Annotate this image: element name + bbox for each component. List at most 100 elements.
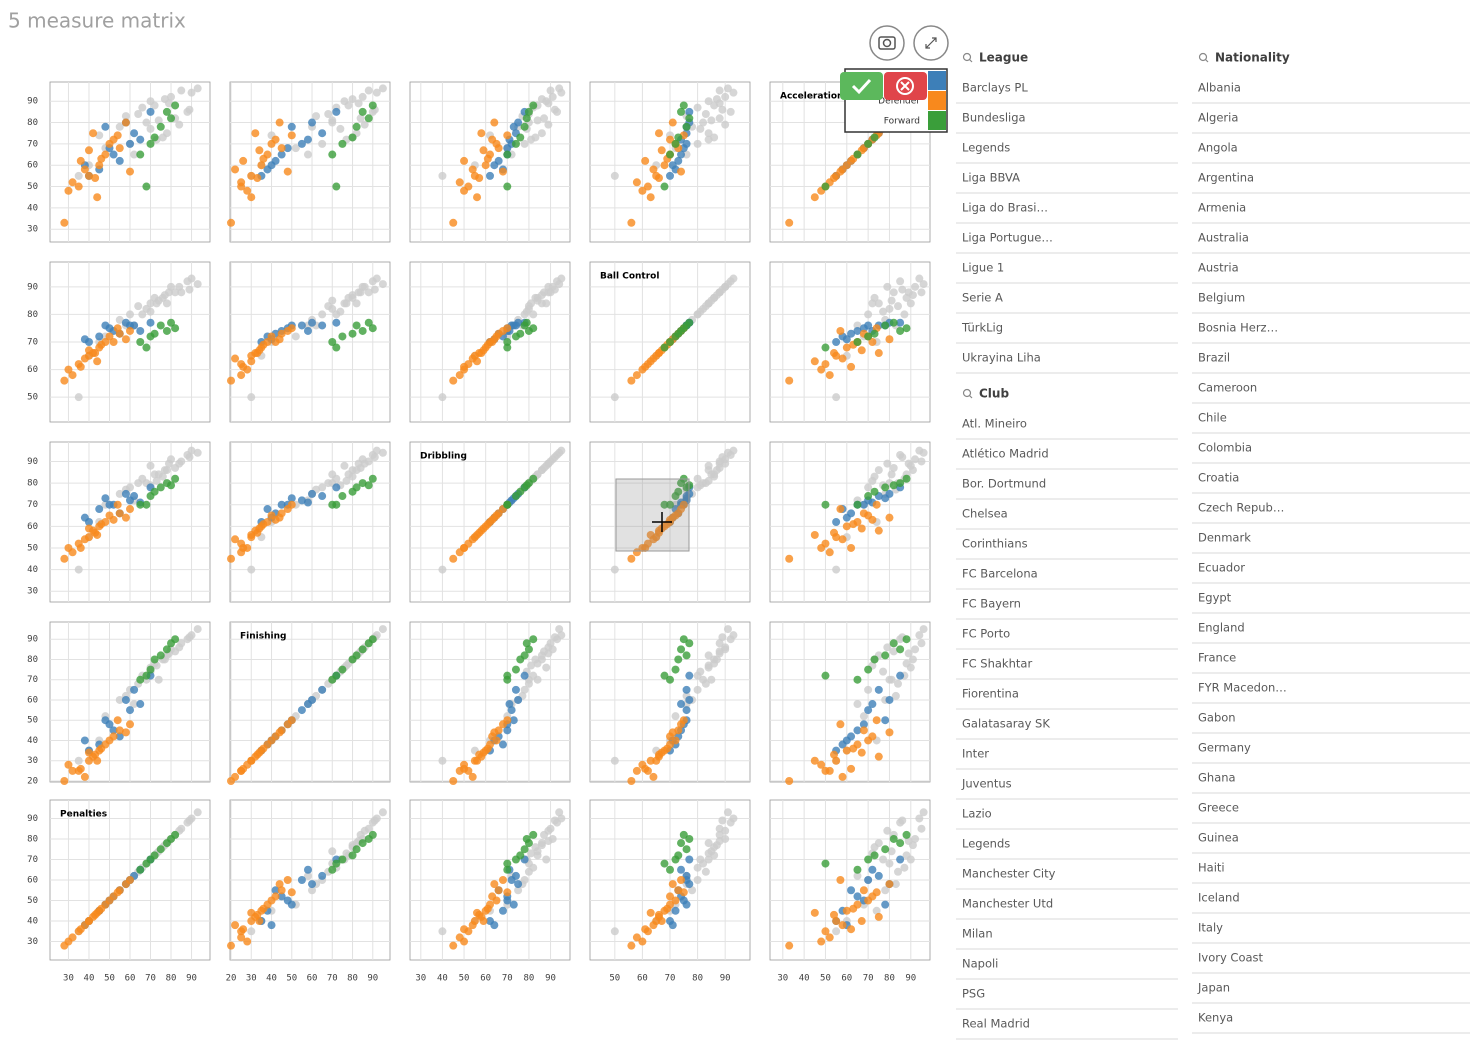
- filter-item[interactable]: Legends: [962, 141, 1010, 155]
- y-tick-label: 80: [27, 310, 38, 320]
- data-point: [902, 324, 911, 333]
- filter-item[interactable]: Greece: [1198, 801, 1239, 815]
- filter-item[interactable]: Ecuador: [1198, 561, 1245, 575]
- filter-item[interactable]: Inter: [962, 747, 989, 761]
- filter-item[interactable]: Bundesliga: [962, 111, 1026, 125]
- data-point: [879, 855, 888, 864]
- filter-item[interactable]: Croatia: [1198, 471, 1239, 485]
- filter-item[interactable]: TürkLig: [961, 321, 1003, 335]
- filter-item[interactable]: FC Shakhtar: [962, 657, 1032, 671]
- filter-item[interactable]: Denmark: [1198, 531, 1251, 545]
- filter-item[interactable]: Liga BBVA: [962, 171, 1020, 185]
- filter-item[interactable]: Bosnia Herz…: [1198, 321, 1278, 335]
- selection-box[interactable]: [615, 478, 690, 552]
- filter-item[interactable]: Colombia: [1198, 441, 1252, 455]
- filter-item[interactable]: Galatasaray SK: [962, 717, 1050, 731]
- data-point: [531, 655, 540, 664]
- filter-item[interactable]: FC Bayern: [962, 597, 1021, 611]
- data-point: [231, 165, 240, 174]
- filter-pane[interactable]: League Barclays PL Bundesliga Legends Liga B…: [956, 51, 1178, 374]
- filter-item[interactable]: Armenia: [1198, 201, 1246, 215]
- expand-button[interactable]: [913, 25, 949, 61]
- filter-item[interactable]: Legends: [962, 837, 1010, 851]
- filter-item[interactable]: Argentina: [1198, 171, 1254, 185]
- data-point: [904, 837, 913, 846]
- data-point: [146, 461, 155, 470]
- data-point: [832, 565, 841, 574]
- filter-item[interactable]: FC Barcelona: [962, 567, 1038, 581]
- data-point: [348, 329, 357, 338]
- filter-item[interactable]: Angola: [1198, 141, 1238, 155]
- filter-item[interactable]: France: [1198, 651, 1236, 665]
- filter-item[interactable]: Haiti: [1198, 861, 1225, 875]
- filter-item[interactable]: Japan: [1197, 981, 1230, 995]
- filter-item[interactable]: FYR Macedon…: [1198, 681, 1287, 695]
- data-point: [370, 453, 379, 462]
- filter-item[interactable]: Cameroon: [1198, 381, 1257, 395]
- cancel-selection[interactable]: [884, 72, 927, 100]
- data-point: [354, 459, 363, 468]
- filter-item[interactable]: Lazio: [962, 807, 992, 821]
- filter-item[interactable]: Manchester Utd: [962, 897, 1053, 911]
- filter-item[interactable]: Albania: [1198, 81, 1241, 95]
- scatter-panel: [589, 799, 751, 961]
- filter-item[interactable]: Germany: [1198, 741, 1251, 755]
- data-point: [152, 476, 161, 485]
- confirm-selection[interactable]: [840, 72, 883, 100]
- filter-item[interactable]: Bor. Dortmund: [962, 477, 1046, 491]
- data-point: [685, 880, 694, 889]
- data-point: [847, 329, 856, 338]
- data-point: [109, 515, 118, 524]
- filter-item[interactable]: Belgium: [1198, 291, 1245, 305]
- filter-item[interactable]: Chelsea: [962, 507, 1008, 521]
- filter-pane[interactable]: Club Atl. Mineiro Atlético Madrid Bor. Dort…: [956, 387, 1178, 1040]
- data-point: [481, 161, 490, 170]
- filter-item[interactable]: England: [1198, 621, 1245, 635]
- filter-item[interactable]: Manchester City: [962, 867, 1056, 881]
- filter-item[interactable]: Ivory Coast: [1198, 951, 1264, 965]
- filter-pane[interactable]: Nationality Albania Algeria Angola Argentina…: [1192, 51, 1470, 1034]
- data-point: [660, 671, 669, 680]
- filter-item[interactable]: Serie A: [962, 291, 1003, 305]
- filter-item[interactable]: Guinea: [1198, 831, 1239, 845]
- filter-item[interactable]: Liga Portugue…: [962, 231, 1053, 245]
- filter-item[interactable]: Kenya: [1198, 1011, 1233, 1025]
- filter-item[interactable]: Algeria: [1198, 111, 1238, 125]
- filter-item[interactable]: Milan: [962, 927, 993, 941]
- filter-item[interactable]: PSG: [962, 987, 985, 1001]
- data-point: [721, 826, 730, 835]
- filter-item[interactable]: Barclays PL: [962, 81, 1028, 95]
- filter-item[interactable]: Liga do Brasi…: [962, 201, 1048, 215]
- filter-item[interactable]: Corinthians: [962, 537, 1028, 551]
- x-tick-label: 60: [307, 974, 318, 984]
- filter-item[interactable]: Egypt: [1198, 591, 1232, 605]
- filter-item[interactable]: Brazil: [1198, 351, 1230, 365]
- filter-item[interactable]: Real Madrid: [962, 1017, 1030, 1031]
- data-point: [660, 161, 669, 170]
- filter-item[interactable]: Iceland: [1198, 891, 1240, 905]
- data-point: [859, 500, 868, 509]
- filter-item[interactable]: FC Porto: [962, 627, 1010, 641]
- filter-item[interactable]: Ghana: [1198, 771, 1236, 785]
- snapshot-button[interactable]: [869, 25, 905, 61]
- filter-item[interactable]: Ukrayina Liha: [962, 351, 1041, 365]
- filter-item[interactable]: Gabon: [1198, 711, 1236, 725]
- filter-item[interactable]: Ligue 1: [962, 261, 1004, 275]
- filter-item[interactable]: Australia: [1198, 231, 1249, 245]
- data-point: [883, 459, 892, 468]
- filter-item[interactable]: Napoli: [962, 957, 998, 971]
- data-point: [544, 288, 553, 297]
- filter-item[interactable]: Czech Repub…: [1198, 501, 1284, 515]
- filter-item[interactable]: Atlético Madrid: [962, 447, 1049, 461]
- data-point: [136, 326, 145, 335]
- filter-item[interactable]: Austria: [1198, 261, 1239, 275]
- data-point: [80, 354, 89, 363]
- x-tick-label: 70: [665, 974, 676, 984]
- filter-item[interactable]: Atl. Mineiro: [962, 417, 1027, 431]
- filter-item[interactable]: Fiorentina: [962, 687, 1019, 701]
- filter-item[interactable]: Chile: [1198, 411, 1227, 425]
- filter-item[interactable]: Juventus: [961, 777, 1012, 791]
- filter-item[interactable]: Italy: [1198, 921, 1223, 935]
- data-point: [193, 448, 202, 457]
- data-point: [726, 107, 735, 116]
